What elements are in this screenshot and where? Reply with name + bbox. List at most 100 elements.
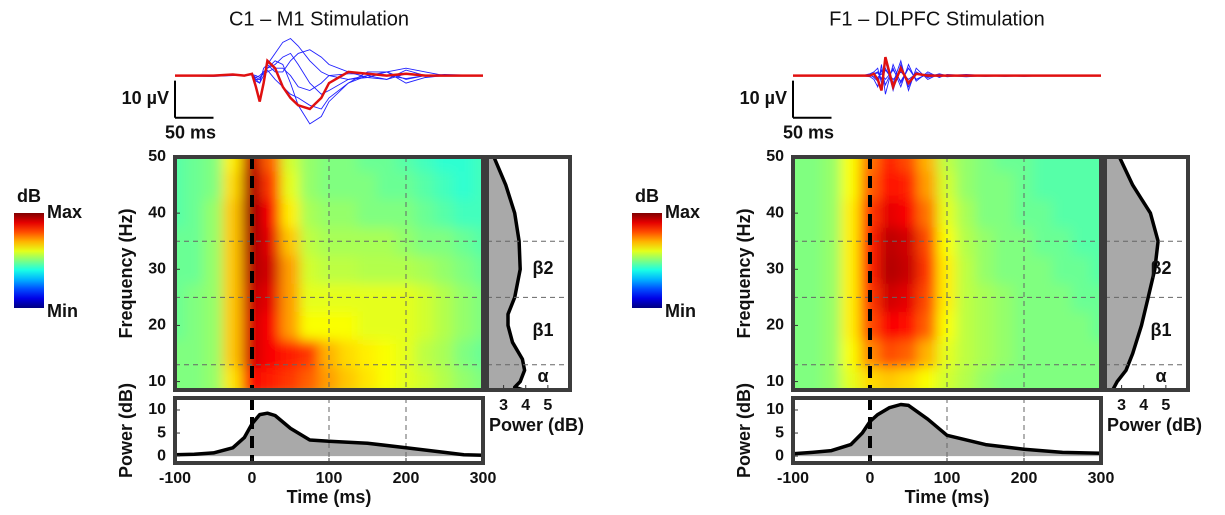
heatmap-cell	[357, 338, 378, 369]
heatmap-cell	[956, 157, 977, 172]
heatmap-cell	[956, 310, 977, 340]
heatmap-cell	[917, 310, 938, 340]
heatmap-cell	[203, 338, 224, 369]
heatmap-cell	[898, 367, 919, 390]
heatmap-cell	[793, 254, 804, 284]
heatmap-cell	[395, 338, 417, 369]
heatmap-cell	[879, 198, 900, 228]
heatmap-cell	[1033, 282, 1054, 312]
heatmap-cell	[917, 254, 938, 284]
y-tick-label: 10	[148, 401, 166, 418]
heatmap-cell	[793, 198, 804, 228]
heatmap-cell	[338, 198, 359, 228]
heatmap-cell	[175, 310, 186, 340]
chart-title: F1 – DLPFC Stimulation	[829, 8, 1045, 30]
band-label: β1	[533, 320, 554, 340]
heatmap-cell	[222, 310, 243, 340]
x-tick-label: 4	[521, 397, 530, 414]
heatmap-cell	[840, 157, 861, 172]
heatmap-cell	[434, 338, 455, 369]
heatmap-cell	[840, 170, 861, 200]
y-tick-label: 20	[148, 317, 166, 334]
heatmap-cell	[1013, 282, 1035, 312]
plot-frame	[791, 155, 1103, 392]
heatmap-cell	[879, 226, 900, 256]
heatmap-cell	[975, 170, 996, 200]
x-tick-label: 0	[248, 470, 257, 487]
heatmap-cell	[975, 310, 996, 340]
heatmap-cell	[472, 310, 483, 340]
heatmap-cell	[472, 367, 483, 390]
heatmap-cell	[1033, 338, 1054, 369]
heatmap-cell	[175, 338, 186, 369]
heatmap-cell	[203, 367, 224, 390]
heatmap-cell	[453, 198, 474, 228]
heatmap-cell	[821, 254, 842, 284]
heatmap-cell	[936, 157, 958, 172]
heatmap-cell	[415, 310, 436, 340]
x-tick-label: -100	[159, 470, 191, 487]
heatmap-cell	[203, 310, 224, 340]
scale-bar-label: 10 µV	[122, 88, 169, 108]
heatmap-cell	[1071, 254, 1092, 284]
heatmap-cell	[357, 254, 378, 284]
heatmap-cell	[1052, 226, 1073, 256]
plot-frame	[791, 396, 1103, 465]
heatmap-cell	[338, 338, 359, 369]
heatmap-cell	[357, 310, 378, 340]
heatmap-cell	[793, 367, 804, 390]
x-tick-label: 5	[543, 397, 552, 414]
scale-bar-label: 10 µV	[740, 88, 787, 108]
heatmap-cell	[956, 338, 977, 369]
heatmap-cell	[975, 157, 996, 172]
heatmap-cell	[376, 338, 397, 369]
heatmap-cell	[1013, 310, 1035, 340]
heatmap-cell	[898, 226, 919, 256]
heatmap-cell	[241, 367, 263, 390]
heatmap-cell	[802, 170, 823, 200]
heatmap-cell	[879, 170, 900, 200]
heatmap-cell	[415, 367, 436, 390]
heatmap-cell	[415, 338, 436, 369]
heatmap-cell	[280, 157, 301, 172]
heatmap-cell	[840, 338, 861, 369]
heatmap-cell	[434, 157, 455, 172]
heatmap-cell	[472, 254, 483, 284]
heatmap-cell	[299, 198, 320, 228]
colorbar-tick-label: Min	[47, 301, 78, 321]
heatmap-cell	[1033, 198, 1054, 228]
heatmap-cell	[453, 170, 474, 200]
heatmap-cell	[318, 310, 340, 340]
heatmap-cell	[415, 254, 436, 284]
heatmap-cell	[472, 226, 483, 256]
heatmap-cell	[898, 198, 919, 228]
heatmap-cell	[280, 170, 301, 200]
heatmap-cell	[299, 226, 320, 256]
heatmap-cell	[1052, 310, 1073, 340]
heatmap-cell	[338, 157, 359, 172]
heatmap-cell	[821, 170, 842, 200]
heatmap-cell	[299, 282, 320, 312]
heatmap-cell	[802, 254, 823, 284]
heatmap-cell	[280, 367, 301, 390]
x-axis-label: Power (dB)	[489, 415, 584, 435]
y-tick-label: 50	[766, 148, 784, 165]
y-axis-label: Frequency (Hz)	[734, 208, 754, 338]
heatmap-cell	[241, 254, 263, 284]
colorbar-tick-label: Max	[47, 202, 82, 222]
heatmap-cell	[415, 198, 436, 228]
spectrum-area	[487, 157, 525, 390]
heatmap-cell	[376, 254, 397, 284]
heatmap-cell	[1090, 157, 1101, 172]
heatmap-cell	[175, 198, 186, 228]
heatmap-cell	[261, 170, 282, 200]
power-line	[792, 402, 1102, 456]
heatmap-cell	[338, 310, 359, 340]
heatmap-cell	[821, 310, 842, 340]
heatmap-cell	[261, 310, 282, 340]
heatmap-cell	[261, 338, 282, 369]
colorbar-label: dB	[17, 186, 41, 206]
x-tick-label: 300	[1088, 470, 1115, 487]
heatmap-cell	[376, 170, 397, 200]
